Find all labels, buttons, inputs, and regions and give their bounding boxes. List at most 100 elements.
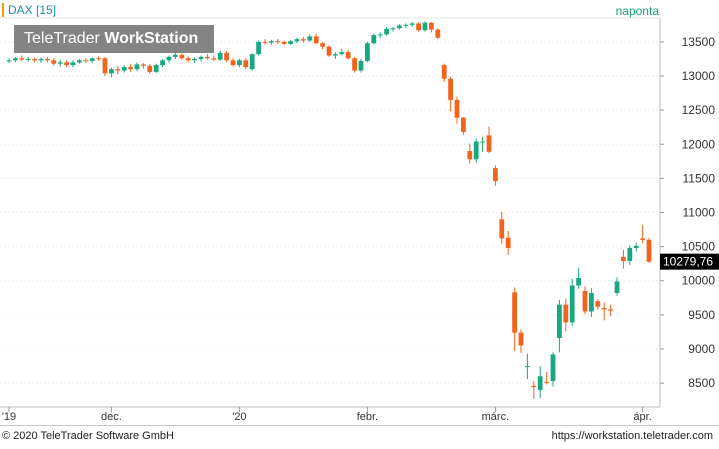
candle bbox=[493, 165, 498, 186]
candle-body bbox=[621, 256, 626, 261]
candle bbox=[128, 63, 133, 72]
candle bbox=[339, 48, 345, 56]
candle bbox=[173, 52, 178, 59]
candle-body bbox=[141, 64, 146, 66]
candle-body bbox=[243, 60, 249, 68]
candle-body bbox=[339, 52, 345, 55]
candles-group bbox=[6, 21, 652, 399]
candle bbox=[576, 267, 581, 289]
candle-body bbox=[230, 60, 236, 66]
y-tick-label: 12500 bbox=[682, 103, 716, 117]
candle bbox=[96, 56, 101, 61]
candle bbox=[595, 299, 601, 310]
candle-body bbox=[614, 281, 620, 294]
candle bbox=[557, 299, 562, 353]
candle-body bbox=[185, 58, 191, 61]
candle-body bbox=[51, 60, 57, 64]
candle-body bbox=[269, 41, 274, 43]
candle bbox=[38, 57, 44, 64]
candle bbox=[313, 33, 319, 44]
y-tick-label: 11500 bbox=[683, 171, 716, 185]
candle bbox=[608, 304, 613, 317]
candle-body bbox=[224, 52, 229, 61]
candle bbox=[13, 56, 18, 63]
candle bbox=[365, 41, 370, 63]
candle bbox=[531, 381, 537, 399]
candle-body bbox=[486, 135, 492, 152]
candle-body bbox=[217, 52, 223, 60]
candle-body bbox=[237, 60, 242, 66]
candle bbox=[237, 58, 242, 68]
candle-body bbox=[646, 239, 652, 262]
x-tick-label: márc. bbox=[482, 411, 510, 423]
x-tick-label: '20 bbox=[232, 411, 246, 423]
candle bbox=[627, 245, 633, 266]
candle-body bbox=[537, 376, 543, 390]
candle-body bbox=[173, 54, 178, 57]
candle bbox=[537, 366, 543, 399]
candle-body bbox=[627, 247, 633, 261]
source-url[interactable]: https://workstation.teletrader.com bbox=[551, 430, 713, 442]
candle-body bbox=[19, 58, 25, 60]
period-label[interactable]: naponta bbox=[615, 4, 659, 18]
candle-body bbox=[512, 292, 517, 333]
candle bbox=[109, 67, 114, 78]
candle bbox=[160, 58, 165, 68]
x-tick-label: '19 bbox=[2, 411, 16, 423]
candle-body bbox=[32, 58, 37, 61]
candle-body bbox=[198, 56, 204, 59]
candle-body bbox=[435, 29, 441, 38]
candle-body bbox=[371, 35, 377, 44]
y-tick-label: 8500 bbox=[688, 376, 715, 390]
candle bbox=[352, 56, 357, 73]
candle-body bbox=[128, 67, 133, 70]
candle-body bbox=[160, 60, 165, 66]
candle-body bbox=[499, 219, 505, 239]
candle-body bbox=[6, 60, 12, 62]
candle-body bbox=[531, 385, 537, 388]
candle-body bbox=[589, 293, 594, 312]
candle bbox=[19, 55, 25, 61]
candle-body bbox=[249, 54, 255, 70]
candle-body bbox=[633, 245, 639, 248]
candle-body bbox=[121, 67, 127, 71]
candle-body bbox=[525, 366, 530, 368]
candle bbox=[256, 40, 261, 56]
candle bbox=[371, 33, 377, 45]
symbol-label[interactable]: DAX [15] bbox=[2, 3, 56, 17]
candle bbox=[288, 39, 293, 46]
candle-body bbox=[608, 309, 613, 311]
candle bbox=[294, 37, 300, 44]
candle-body bbox=[505, 237, 511, 248]
watermark-brand: TeleTrader bbox=[24, 30, 100, 47]
candle-body bbox=[352, 58, 357, 71]
y-tick-label: 12000 bbox=[682, 137, 716, 151]
candle bbox=[422, 21, 428, 32]
last-price-marker: 10279,76 bbox=[660, 253, 719, 270]
candle-body bbox=[147, 65, 153, 72]
candle-body bbox=[358, 60, 364, 71]
footer-divider bbox=[0, 425, 719, 426]
candle bbox=[205, 54, 210, 60]
candle-body bbox=[409, 23, 415, 25]
last-price-label: 10279,76 bbox=[663, 255, 713, 269]
candle bbox=[166, 55, 172, 63]
candle-body bbox=[365, 43, 370, 61]
candle-body bbox=[473, 141, 479, 160]
copyright-text: © 2020 TeleTrader Software GmbH bbox=[2, 430, 174, 442]
candle bbox=[70, 60, 76, 68]
watermark-product: WorkStation bbox=[104, 30, 199, 47]
candle bbox=[505, 230, 511, 255]
candle bbox=[384, 26, 389, 36]
x-axis-ticks: '19 dec. '20 febr. márc. ápr. bbox=[2, 407, 652, 423]
candle bbox=[448, 76, 453, 112]
candle bbox=[192, 57, 197, 64]
candle bbox=[64, 60, 69, 68]
candle-body bbox=[384, 28, 389, 35]
candle-body bbox=[205, 56, 210, 59]
candle bbox=[333, 52, 338, 59]
candle-body bbox=[557, 304, 562, 339]
candle bbox=[589, 288, 594, 317]
